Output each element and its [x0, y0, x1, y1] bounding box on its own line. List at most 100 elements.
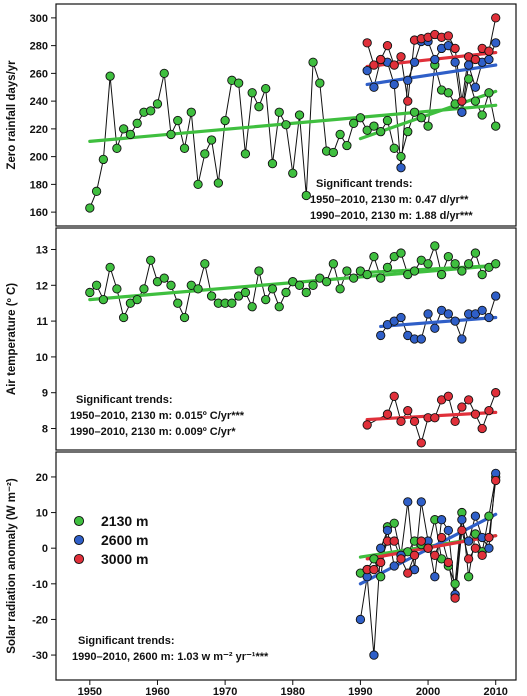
data-point [335, 284, 345, 294]
data-point [179, 312, 190, 323]
data-point [470, 96, 481, 106]
data-point [443, 88, 454, 98]
data-point [267, 158, 278, 169]
data-point [457, 107, 467, 117]
data-point [382, 40, 393, 51]
data-point [139, 284, 149, 294]
data-point [403, 96, 413, 106]
data-point [294, 280, 305, 290]
data-point [430, 550, 440, 560]
data-point [85, 287, 95, 298]
data-point [436, 269, 447, 280]
data-point [477, 269, 487, 280]
y-tick-label: 200 [30, 152, 48, 164]
legend: 2130 m 2600 m 3000 m [73, 513, 148, 567]
data-point [173, 115, 183, 126]
x-tick-label: 1970 [213, 686, 237, 696]
data-point [450, 43, 460, 54]
data-point [491, 38, 501, 48]
data-point [376, 330, 386, 341]
data-point [403, 75, 413, 85]
annotation-title: Significant trends: [316, 178, 413, 190]
data-point [369, 251, 379, 262]
data-point [450, 593, 460, 603]
data-point [348, 273, 359, 283]
data-point [403, 497, 413, 507]
data-point [132, 118, 142, 128]
data-point [403, 126, 413, 137]
data-point [396, 163, 406, 173]
panel-frame [55, 227, 517, 451]
data-point [206, 291, 217, 301]
data-point [308, 57, 318, 67]
data-point [491, 259, 501, 269]
data-point [389, 536, 399, 546]
data-point [355, 614, 366, 625]
data-point [247, 88, 257, 98]
y-tick-label: 160 [30, 207, 48, 219]
x-tick-label: 1990 [348, 686, 372, 696]
panel-3: -30 -20 -10 0 10 20 Solar radiation anomaly (W… [6, 451, 517, 681]
legend-marker-3000-m [73, 553, 85, 565]
legend-label: 2130 m [101, 513, 148, 529]
data-point [443, 251, 454, 262]
data-point [416, 438, 426, 448]
data-point [98, 294, 109, 305]
data-point [423, 309, 433, 319]
y-tick-label: 13 [36, 244, 48, 256]
data-point [376, 572, 386, 582]
data-point [450, 259, 460, 269]
data-point [396, 554, 406, 564]
data-point [254, 102, 264, 112]
data-point [328, 147, 339, 158]
data-point [389, 391, 399, 401]
data-point [105, 71, 115, 81]
data-point [409, 416, 420, 427]
data-point [382, 115, 393, 126]
data-point [152, 99, 163, 109]
data-point [281, 120, 291, 130]
data-point [301, 190, 311, 201]
y-tick-label: 8 [42, 424, 48, 436]
data-point [443, 391, 454, 401]
annotation-line: 1950–2010, 2130 m: 0.47 d/yr** [310, 194, 469, 206]
data-point [396, 52, 406, 62]
data-point [376, 543, 386, 553]
data-point [470, 409, 481, 419]
data-point [457, 515, 467, 525]
data-point [166, 280, 176, 290]
y-tick-label: -10 [32, 579, 48, 591]
data-point [463, 395, 474, 405]
data-point [409, 550, 420, 560]
data-point [362, 125, 372, 135]
data-point [308, 280, 318, 290]
data-point [335, 129, 345, 140]
data-point [457, 334, 467, 344]
data-point [491, 291, 501, 301]
data-point [267, 284, 278, 294]
data-point [396, 151, 406, 162]
x-tick-label: 1960 [145, 686, 169, 696]
data-point [443, 557, 454, 568]
data-point [362, 269, 372, 280]
data-point [423, 259, 433, 269]
data-point [477, 423, 487, 434]
data-point [450, 57, 460, 67]
data-point [477, 110, 487, 120]
data-point [477, 550, 487, 560]
data-point [376, 557, 386, 568]
data-point [227, 298, 237, 308]
trend-line [88, 103, 498, 143]
data-point [389, 79, 399, 90]
y-tick-label: 12 [36, 280, 48, 292]
annotation-title: Significant trends: [78, 635, 175, 647]
annotation-line: 1990–2010, 2600 m: 1.03 w m⁻² yr⁻¹*** [72, 651, 269, 663]
data-point [484, 312, 494, 323]
data-point [382, 262, 393, 273]
data-point [416, 497, 426, 507]
data-point [105, 262, 115, 273]
data-point [159, 68, 169, 79]
data-point [491, 121, 501, 131]
data-point [376, 273, 386, 283]
legend-label: 3000 m [101, 551, 148, 567]
